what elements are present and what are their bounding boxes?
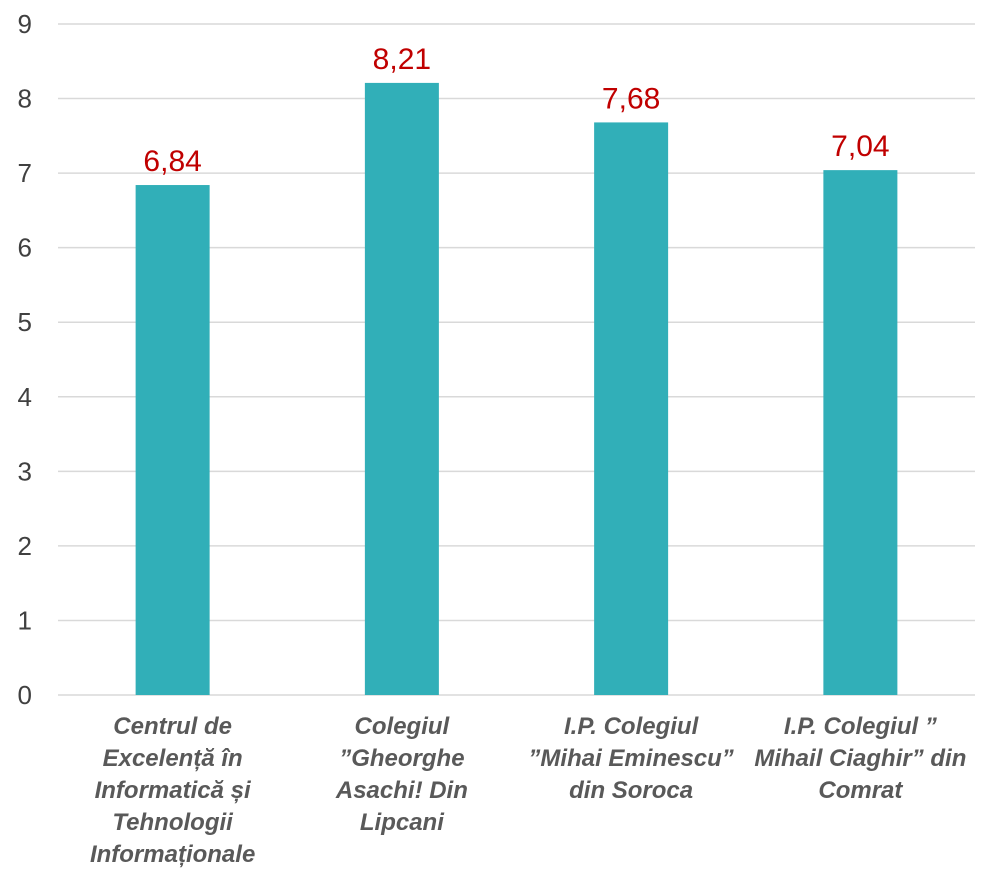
category-label-line: Tehnologii: [112, 809, 234, 836]
category-label-line: Colegiul: [355, 713, 451, 740]
category-label: I.P. Colegiul ”Mihai Eminescu” din Soroca: [528, 713, 733, 804]
category-label: I.P. Colegiul ” Mihail Ciaghir” din Comrat: [754, 713, 966, 804]
y-axis-tick-labels: 0 1 2 3 4 5 6 7 8 9: [18, 9, 32, 710]
category-label-line: Comrat: [818, 777, 903, 804]
category-label-line: Centrul de: [113, 713, 232, 740]
gridlines: [58, 23, 975, 696]
x-axis-category-labels: Centrul de Excelență în Informatică și Tehn…: [90, 713, 966, 868]
data-label: 6,84: [143, 145, 201, 178]
y-tick-label: 6: [18, 233, 32, 263]
y-tick-label: 4: [18, 382, 32, 412]
bars: [135, 82, 898, 696]
category-label-line: din Soroca: [569, 777, 693, 804]
data-label: 7,04: [831, 130, 889, 163]
y-tick-label: 3: [18, 456, 32, 486]
category-label-line: Excelență în: [103, 745, 243, 772]
y-tick-label: 0: [18, 680, 32, 710]
category-label-line: Asachi! Din: [335, 777, 468, 804]
category-label-line: I.P. Colegiul ”: [784, 713, 937, 740]
bar: [594, 122, 669, 695]
category-label: Centrul de Excelență în Informatică și Tehn…: [90, 713, 255, 868]
y-tick-label: 1: [18, 605, 32, 635]
category-label-line: Mihail Ciaghir” din: [754, 745, 966, 772]
data-labels: 6,84 8,21 7,68 7,04: [143, 43, 889, 178]
category-label-line: ”Mihai Eminescu”: [528, 745, 733, 772]
category-label: Colegiul ”Gheorghe Asachi! Din Lipcani: [335, 713, 468, 836]
category-label-line: Informatică și: [95, 777, 252, 804]
y-tick-label: 9: [18, 9, 32, 39]
bar: [364, 82, 439, 696]
category-label-line: Lipcani: [360, 809, 445, 836]
y-tick-label: 7: [18, 158, 32, 188]
category-label-line: Informaționale: [90, 841, 255, 868]
category-label-line: I.P. Colegiul: [564, 713, 700, 740]
category-label-line: ”Gheorghe: [339, 745, 464, 772]
bar: [135, 185, 210, 696]
y-tick-label: 2: [18, 531, 32, 561]
data-label: 8,21: [373, 43, 431, 76]
data-label: 7,68: [602, 82, 660, 115]
y-tick-label: 5: [18, 307, 32, 337]
y-tick-label: 8: [18, 84, 32, 114]
bar: [823, 170, 898, 695]
